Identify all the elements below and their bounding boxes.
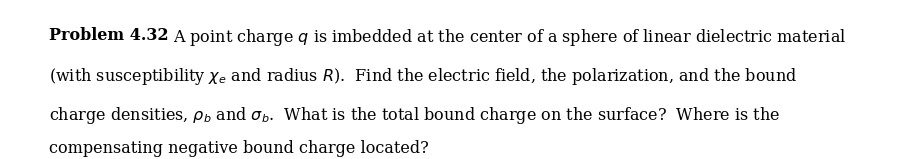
Text: Problem 4.32: Problem 4.32 xyxy=(50,27,169,44)
Text: compensating negative bound charge located?: compensating negative bound charge locat… xyxy=(50,140,429,157)
Text: charge densities, $\rho_b$ and $\sigma_b$.  What is the total bound charge on th: charge densities, $\rho_b$ and $\sigma_b… xyxy=(50,105,780,126)
Text: (with susceptibility $\chi_e$ and radius $R$).  Find the electric field, the pol: (with susceptibility $\chi_e$ and radius… xyxy=(50,66,798,87)
Text: A point charge $q$ is imbedded at the center of a sphere of linear dielectric ma: A point charge $q$ is imbedded at the ce… xyxy=(168,27,846,48)
